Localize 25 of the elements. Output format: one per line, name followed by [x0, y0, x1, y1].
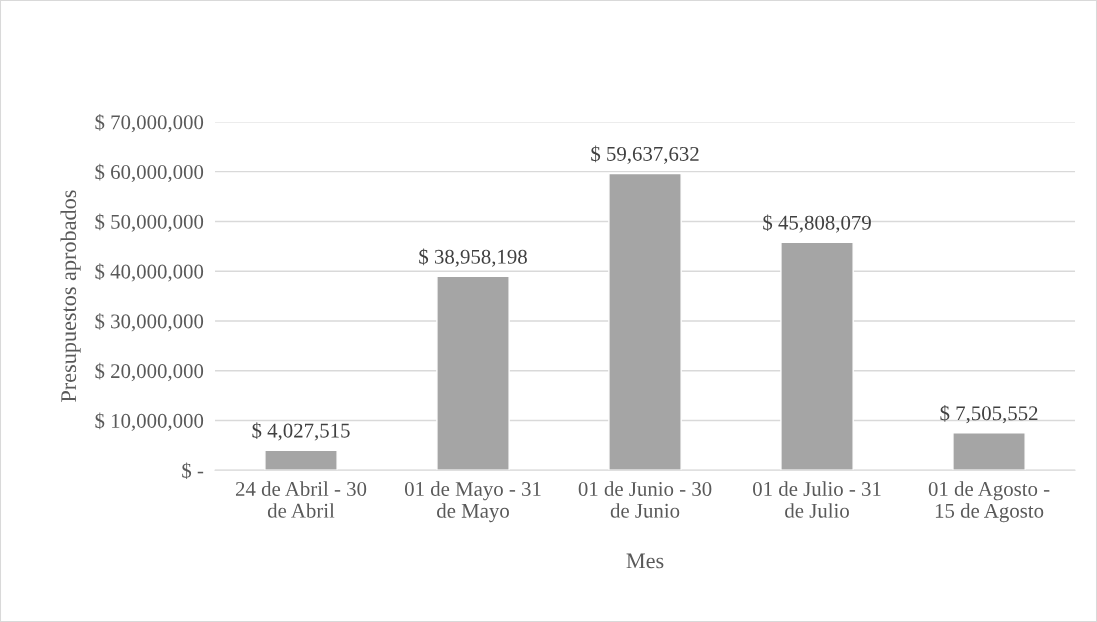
y-axis-title: Presupuestos aprobados [60, 190, 81, 402]
x-tick-label: 01 de Mayo - 31 de Mayo [404, 481, 541, 523]
y-tick-label: $ 50,000,000 [95, 213, 204, 232]
bar [608, 172, 682, 471]
x-axis-title: Mes [626, 553, 664, 569]
y-tick-label: $ 40,000,000 [95, 263, 204, 282]
x-tick-label: 01 de Julio - 31 de Julio [753, 481, 881, 518]
data-label: $ 45,808,079 [763, 214, 871, 233]
x-tick-label: 24 de Abril - 30 de Abril [235, 481, 367, 518]
data-label: $ 59,637,632 [591, 145, 699, 164]
x-tick-label: 01 de Agosto - 15 de Agosto [928, 481, 1050, 523]
data-label: $ 38,958,198 [419, 248, 527, 267]
x-tick-label: 01 de Junio - 30 de Junio [578, 481, 712, 518]
y-tick-label: $ - [182, 462, 204, 480]
y-tick-label: $ 60,000,000 [95, 163, 204, 183]
data-label: $ 4,027,515 [252, 422, 350, 441]
y-tick-label: $ 10,000,000 [95, 412, 204, 431]
bar [436, 275, 510, 471]
y-tick-label: $ 20,000,000 [95, 362, 204, 382]
bar [780, 241, 854, 471]
y-tick-label: $ 30,000,000 [95, 313, 204, 332]
bar [264, 449, 338, 471]
y-tick-label: $ 70,000,000 [95, 114, 204, 133]
data-label: $ 7,505,552 [940, 405, 1038, 424]
bar [952, 432, 1026, 471]
